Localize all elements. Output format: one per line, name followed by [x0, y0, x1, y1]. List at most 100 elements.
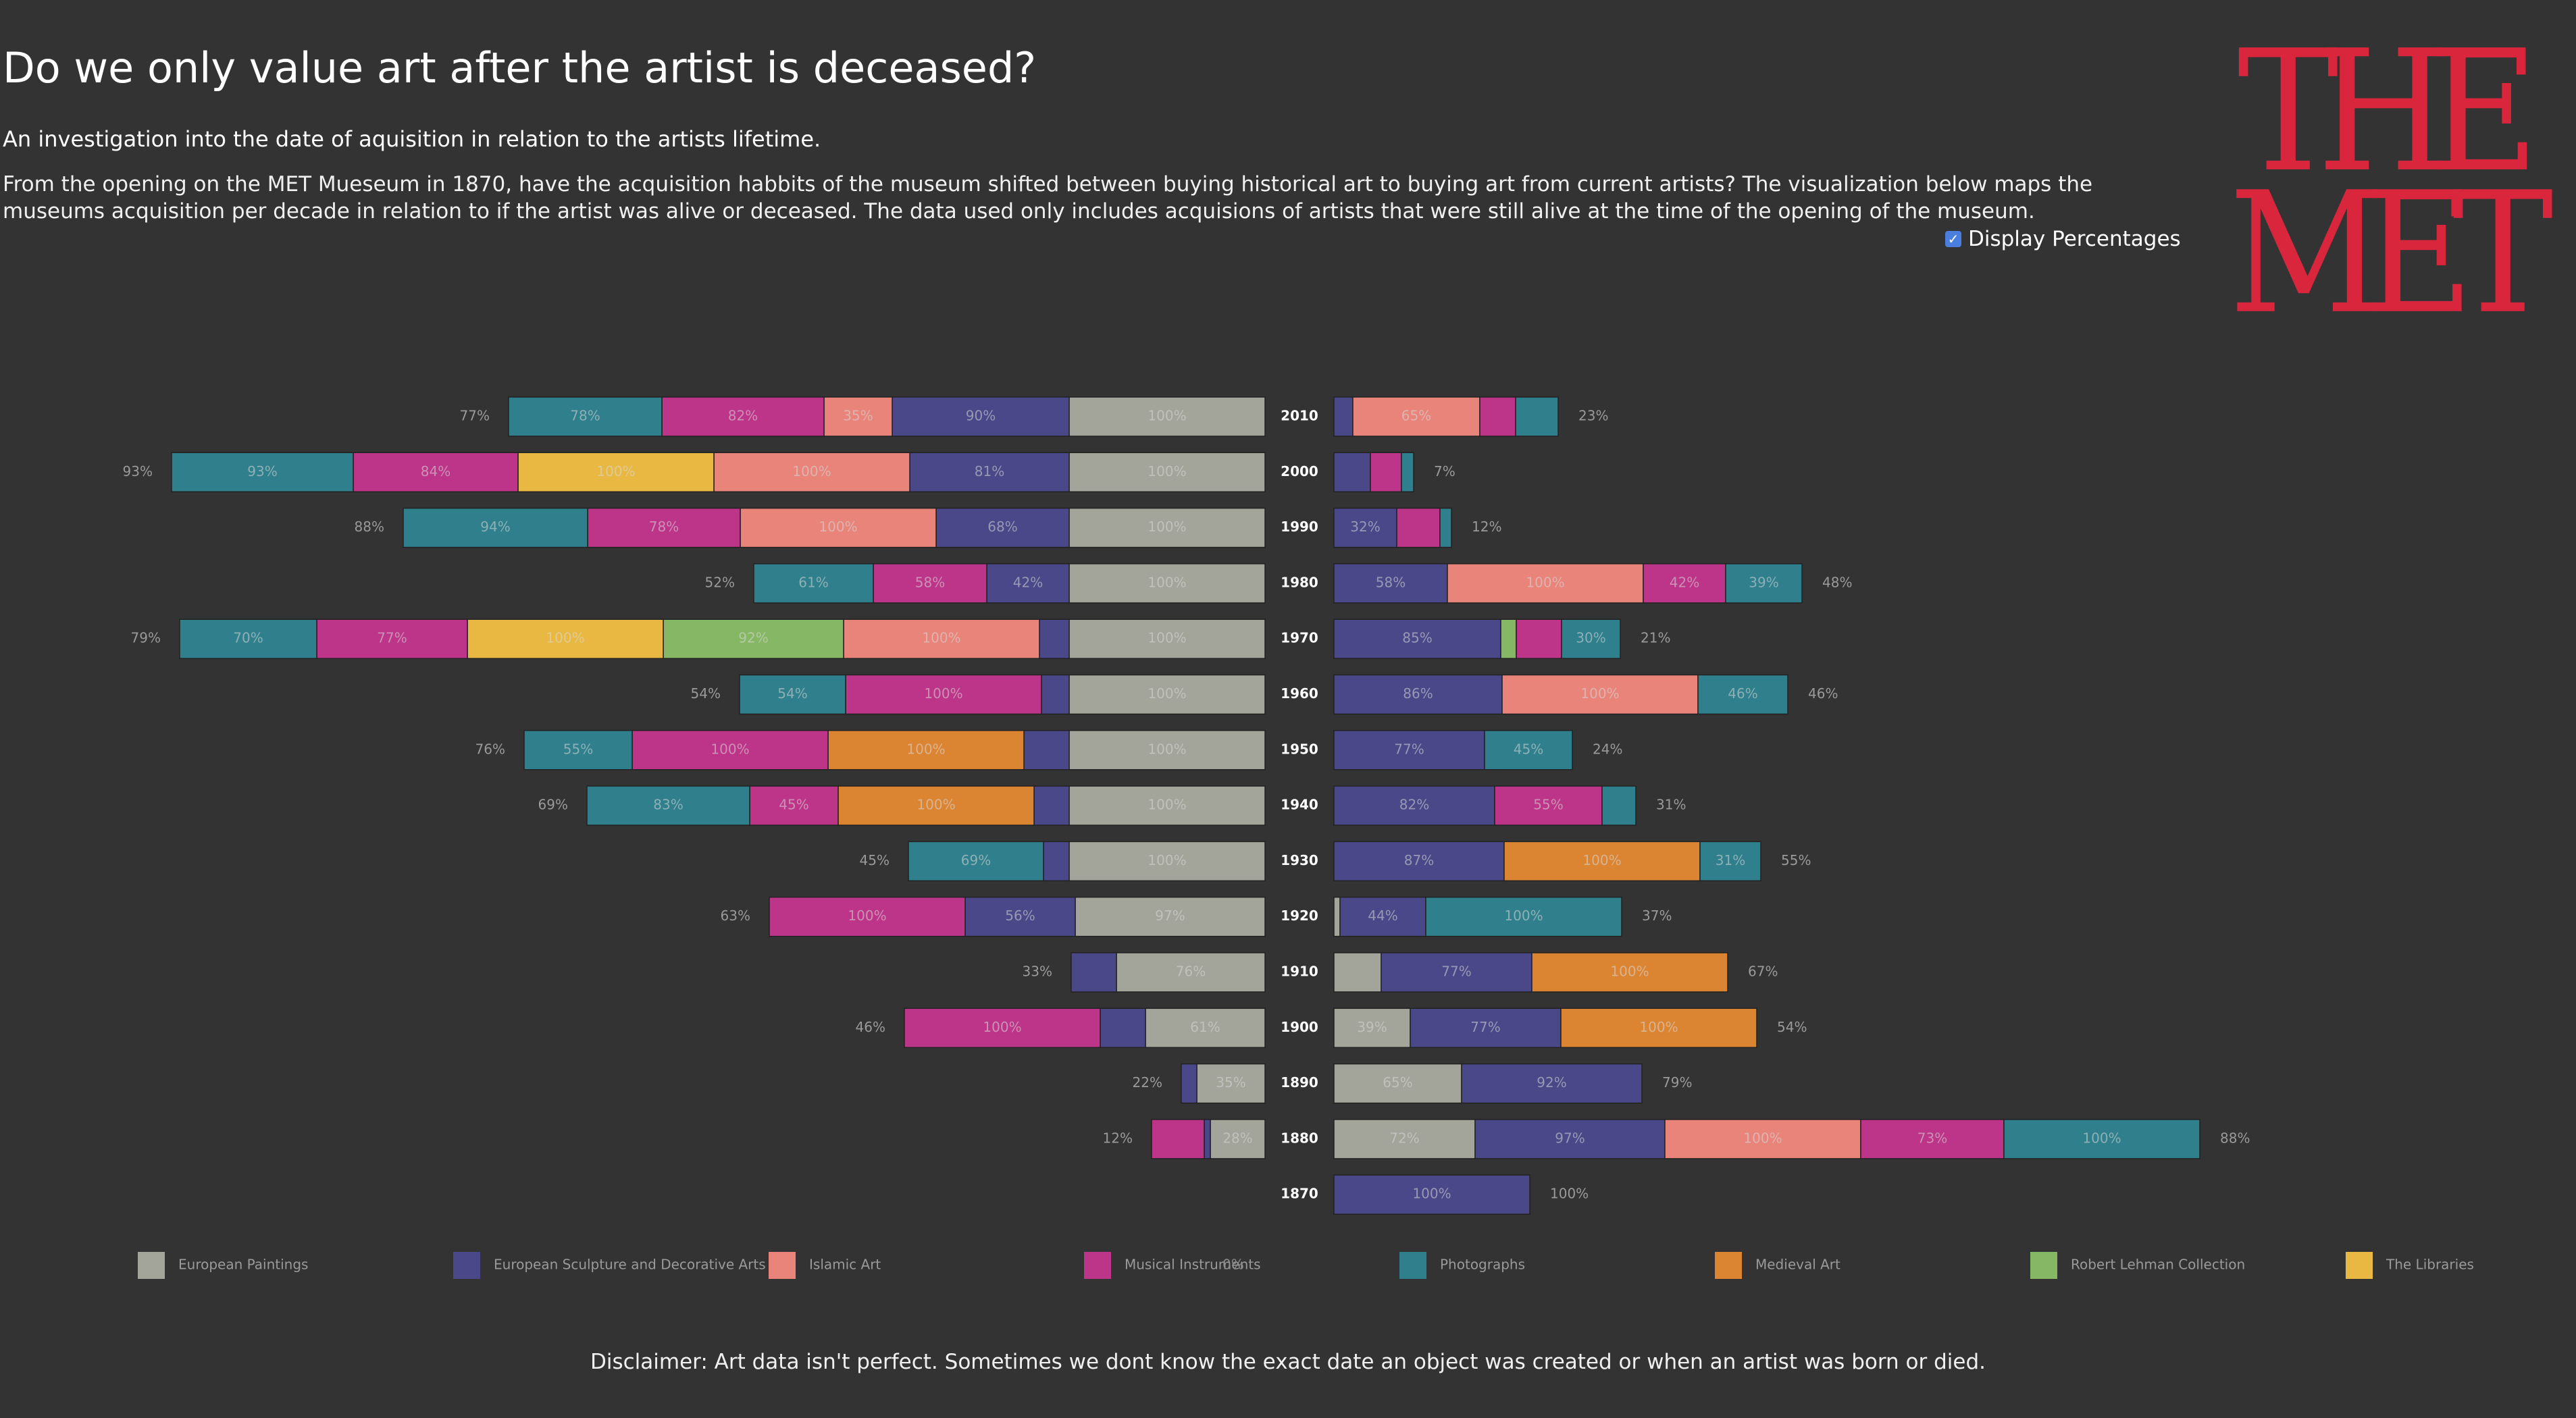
bar-segment-european-sculpture-and-decorative-arts — [1333, 841, 1505, 882]
segment-percent-label: 78% — [570, 408, 600, 424]
bar-segment-european-paintings — [1333, 896, 1341, 937]
met-logo-line-2: MET — [2229, 156, 2554, 352]
bar-segment-photographs — [1425, 896, 1622, 937]
segment-percent-label: 100% — [1148, 574, 1186, 590]
bar-segment-european-sculpture-and-decorative-arts — [1333, 730, 1485, 770]
bar-segment-islamic-art — [713, 452, 910, 493]
display-percentages-toggle[interactable]: ✓ Display Percentages — [1945, 227, 2181, 251]
segment-percent-label: 94% — [480, 519, 510, 535]
segment-percent-label: 45% — [1514, 741, 1543, 757]
bar-segment-the-libraries — [517, 452, 715, 493]
decade-label: 1960 — [1281, 685, 1318, 702]
segment-percent-label: 100% — [1148, 741, 1186, 757]
segment-percent-label: 72% — [1389, 1130, 1419, 1146]
bar-segment-photographs — [171, 452, 354, 493]
bar-segment-european-sculpture-and-decorative-arts — [1461, 1063, 1643, 1104]
legend-stray-label: 0% — [1222, 1257, 1244, 1273]
segment-percent-label: 85% — [1402, 630, 1432, 646]
right-total-label: 54% — [1777, 1019, 1807, 1035]
bar-segment-european-sculpture-and-decorative-arts — [1043, 841, 1070, 882]
bar-segment-musical-instruments — [1643, 563, 1726, 604]
bar-segment-european-paintings — [1196, 1063, 1266, 1104]
segment-percent-label: 73% — [1917, 1130, 1947, 1146]
bar-segment-the-libraries — [467, 619, 664, 659]
bar-segment-european-paintings — [1075, 896, 1266, 937]
right-total-label: 46% — [1808, 685, 1838, 702]
bar-segment-european-paintings — [1068, 674, 1266, 715]
bar-segment-european-sculpture-and-decorative-arts — [1181, 1063, 1197, 1104]
decade-label: 1990 — [1281, 519, 1318, 535]
bar-segment-european-paintings — [1068, 841, 1266, 882]
segment-percent-label: 76% — [1176, 964, 1206, 980]
segment-percent-label: 86% — [1403, 685, 1433, 702]
left-total-label: 93% — [123, 463, 153, 479]
bar-segment-european-sculpture-and-decorative-arts — [986, 563, 1070, 604]
legend-label-musical-instruments: Musical Instruments — [1125, 1257, 1261, 1273]
bar-segment-photographs — [1561, 619, 1621, 659]
left-total-label: 22% — [1133, 1074, 1162, 1091]
segment-percent-label: 100% — [1148, 685, 1186, 702]
bar-segment-european-sculpture-and-decorative-arts — [964, 896, 1076, 937]
bar-segment-islamic-art — [1352, 396, 1480, 437]
bar-segment-musical-instruments — [845, 674, 1042, 715]
bar-segment-musical-instruments — [904, 1007, 1101, 1049]
segment-percent-label: 100% — [1148, 408, 1186, 424]
left-total-label: 46% — [856, 1019, 885, 1035]
decade-label: 1900 — [1281, 1019, 1318, 1035]
segment-percent-label: 100% — [1412, 1186, 1451, 1202]
segment-percent-label: 100% — [1610, 964, 1649, 980]
bar-segment-photographs — [753, 563, 874, 604]
left-total-label: 45% — [860, 852, 890, 868]
legend-swatch-the-libraries — [2346, 1252, 2373, 1279]
bar-segment-european-paintings — [1333, 1063, 1462, 1104]
decade-label: 1980 — [1281, 574, 1318, 590]
bar-segment-european-paintings — [1333, 1007, 1411, 1049]
bar-segment-european-paintings — [1068, 452, 1266, 493]
bar-segment-musical-instruments — [1370, 452, 1402, 493]
segment-percent-label: 45% — [779, 797, 808, 813]
right-total-label: 31% — [1656, 797, 1686, 813]
segment-percent-label: 100% — [1148, 630, 1186, 646]
bar-segment-photographs — [1601, 785, 1637, 826]
decade-label: 1870 — [1281, 1186, 1318, 1202]
bar-segment-medieval-art — [1560, 1007, 1757, 1049]
bar-segment-musical-instruments — [587, 507, 741, 548]
segment-percent-label: 55% — [563, 741, 593, 757]
legend-label-the-libraries: The Libraries — [2386, 1257, 2474, 1273]
legend-swatch-european-paintings — [138, 1252, 165, 1279]
segment-percent-label: 87% — [1404, 852, 1434, 868]
bar-segment-european-paintings — [1210, 1119, 1266, 1159]
bar-segment-photographs — [2003, 1119, 2200, 1159]
segment-percent-label: 100% — [546, 630, 584, 646]
segment-percent-label: 100% — [1639, 1019, 1678, 1035]
left-total-label: 63% — [721, 908, 750, 924]
bar-segment-european-paintings — [1068, 730, 1266, 770]
segment-percent-label: 97% — [1155, 908, 1185, 924]
bar-segment-photographs — [1439, 507, 1452, 548]
segment-percent-label: 42% — [1670, 574, 1699, 590]
segment-percent-label: 54% — [777, 685, 807, 702]
left-total-label: 12% — [1103, 1130, 1133, 1146]
bar-segment-european-sculpture-and-decorative-arts — [1023, 730, 1070, 770]
segment-percent-label: 77% — [1441, 964, 1471, 980]
legend-swatch-robert-lehman-collection — [2030, 1252, 2057, 1279]
segment-percent-label: 100% — [1148, 852, 1186, 868]
checkbox-icon[interactable]: ✓ — [1945, 231, 1961, 247]
legend-label-photographs: Photographs — [1440, 1257, 1525, 1273]
segment-percent-label: 100% — [1148, 519, 1186, 535]
left-total-label: 54% — [691, 685, 721, 702]
bar-segment-european-sculpture-and-decorative-arts — [1333, 1174, 1530, 1215]
decade-label: 1880 — [1281, 1130, 1318, 1146]
bar-segment-musical-instruments — [1494, 785, 1603, 826]
segment-percent-label: 61% — [1190, 1019, 1220, 1035]
bar-segment-islamic-art — [740, 507, 937, 548]
disclaimer-text: Disclaimer: Art data isn't perfect. Some… — [590, 1350, 1986, 1374]
segment-percent-label: 39% — [1357, 1019, 1387, 1035]
decade-label: 1940 — [1281, 797, 1318, 813]
segment-percent-label: 100% — [596, 463, 635, 479]
bar-segment-european-paintings — [1333, 952, 1382, 993]
met-logo-line-1: THE — [2237, 14, 2540, 210]
decade-label: 2000 — [1281, 463, 1318, 479]
bar-segment-european-paintings — [1068, 563, 1266, 604]
